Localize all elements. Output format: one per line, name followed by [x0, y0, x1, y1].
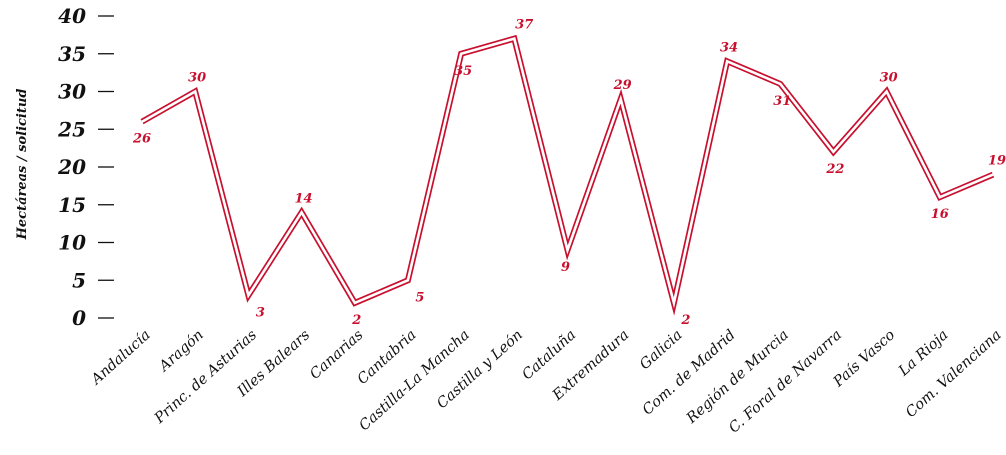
data-label: 30 [880, 71, 898, 86]
data-label: 2 [351, 313, 361, 328]
y-tick-label: 30 [58, 80, 86, 104]
data-label: 30 [188, 71, 206, 86]
data-label: 16 [931, 207, 949, 222]
y-tick-label: 15 [58, 193, 86, 217]
y-axis: 0 5 10 15 20 25 30 35 40 [57, 4, 114, 330]
data-label: 26 [132, 132, 151, 147]
data-label: 22 [825, 162, 844, 177]
data-label: 19 [988, 154, 1006, 169]
data-label: 37 [515, 18, 533, 33]
data-label: 34 [720, 40, 738, 55]
series-line-inner [141, 36, 994, 309]
x-tick-label: Com. Valenciana [903, 327, 1005, 421]
y-tick-label: 40 [58, 4, 86, 28]
y-tick-label: 5 [72, 268, 86, 292]
data-label: 31 [773, 94, 791, 109]
x-tick-label: Galicia [637, 327, 686, 373]
data-label: 14 [295, 191, 313, 206]
data-label: 9 [561, 260, 570, 275]
data-label: 5 [415, 290, 424, 305]
x-tick-label: Región de Murcia [683, 327, 792, 427]
y-axis-label: Hectáreas / solicitud [15, 89, 30, 241]
y-tick-label: 25 [57, 117, 86, 141]
series-line [140, 34, 995, 316]
x-tick-label: Com. de Madrid [640, 327, 739, 418]
x-tick-label: Aragón [155, 327, 207, 376]
y-tick-label: 20 [57, 155, 86, 179]
y-tick-label: 0 [72, 306, 86, 330]
y-tick-label: 35 [58, 42, 86, 66]
data-label: 29 [613, 78, 632, 93]
y-tick-label: 10 [58, 231, 86, 255]
x-tick-label: Princ. de Asturias [151, 327, 260, 427]
data-label: 3 [256, 305, 265, 320]
data-label: 2 [680, 313, 690, 328]
x-tick-label: Andalucía [87, 327, 154, 389]
data-label: 35 [454, 64, 472, 79]
